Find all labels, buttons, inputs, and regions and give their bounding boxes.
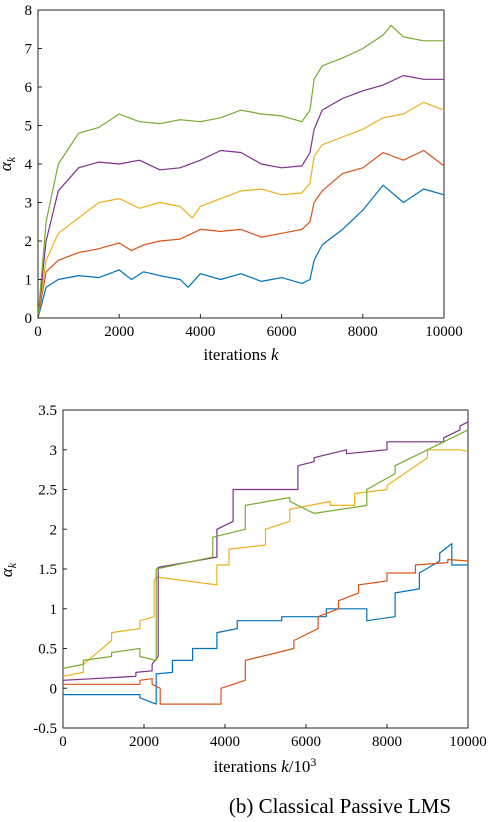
panel-a-series-0-line [37,184,445,319]
panel-b-axes-box [62,409,469,729]
panel-a-ytick-label-5: 5 [25,119,33,135]
panel-a-ytick-label-7: 7 [25,42,33,58]
panel-a-ytick-label-6: 6 [25,80,33,96]
panel-b-ytick-label-3: 1 [50,602,58,618]
panel-a-xlabel: iterations k [203,345,279,364]
panel-b-xtick-label-3: 6000 [291,734,321,750]
panel-a-ytick-label-2: 2 [25,234,33,250]
panel-b-ylabel: αk [0,562,19,577]
panel-a-series-4-line [37,24,444,319]
panel-b-ytick-label-0: -0.5 [33,721,57,737]
panel-a-xtick-label-0: 0 [34,324,42,340]
panel-a-series-group [37,24,445,319]
panel-a-xtick-label-5: 10000 [425,324,463,340]
panel-b-x-ticks: 0 2000 4000 6000 8000 10000 [59,724,487,750]
panel-b-ytick-label-8: 3.5 [38,403,57,419]
panel-b-series-0-line [63,542,468,705]
panel-b-xtick-label-2: 4000 [210,734,240,750]
panel-a-xtick-label-4: 8000 [348,324,378,340]
panel-a-ytick-label-3: 3 [25,196,33,212]
panel-a-axes-box [37,9,445,319]
panel-a-series-3-line [37,74,444,319]
panel-a-series-1-line [37,149,445,319]
panel-a-xtick-label-2: 4000 [185,324,215,340]
panel-b-ytick-label-7: 3 [50,443,58,459]
panel-b-xtick-label-0: 0 [59,734,67,750]
panel-a-ytick-label-1: 1 [25,273,33,289]
panel-b-series-4-line [62,429,469,669]
panel-a-caption-clipped [170,377,480,390]
panel-a-xtick-label-1: 2000 [104,324,134,340]
panel-b-ytick-label-5: 2 [50,522,58,538]
panel-a-y-ticks: 0 1 2 3 4 5 6 7 8 [25,3,42,327]
panel-a-ytick-label-4: 4 [25,157,33,173]
panel-a: 0 2000 4000 6000 8000 10000 0 1 2 3 4 5 6 7 8 iterati… [0,3,463,364]
panel-b-xtick-label-1: 2000 [129,734,159,750]
panel-a-ytick-label-8: 8 [25,3,33,19]
panel-a-series-2-line [37,101,445,319]
panel-b-xtick-label-5: 10000 [449,734,487,750]
panel-b-series-group [62,421,469,705]
panel-b-ytick-label-4: 1.5 [38,562,57,578]
panel-a-ylabel: αk [0,156,18,171]
panel-b-series-2-line [62,449,469,677]
panel-b: 0 2000 4000 6000 8000 10000 -0.500.511.522.53… [0,403,487,818]
panel-b-xlabel: iterations k/103 [214,755,317,776]
panel-a-ytick-label-0: 0 [25,311,33,327]
panel-b-ytick-label-1: 0 [50,681,58,697]
panel-b-caption: (b) Classical Passive LMS [229,794,451,818]
panel-b-ytick-label-2: 0.5 [38,642,57,658]
panel-a-xtick-label-3: 6000 [267,324,297,340]
panel-b-series-1-line [63,558,469,705]
panel-a-x-ticks: 0 2000 4000 6000 8000 10000 [34,314,463,340]
panel-b-y-ticks: -0.5 0 0.5 1 1.5 2 2.5 3 3.5 [33,403,67,737]
panel-b-ytick-label-6: 2.5 [38,483,57,499]
panel-b-xtick-label-4: 8000 [372,734,402,750]
panel-b-series-3-line [62,421,469,681]
